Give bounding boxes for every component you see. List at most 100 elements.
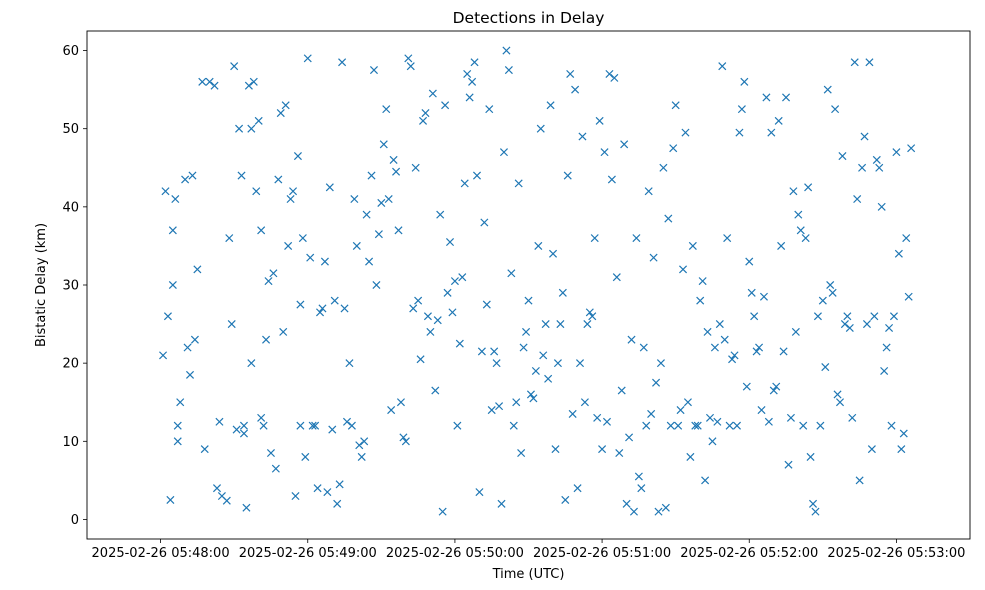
data-point xyxy=(173,437,182,446)
data-point xyxy=(701,476,710,485)
data-point xyxy=(831,105,840,114)
data-point xyxy=(860,132,869,141)
data-point xyxy=(593,413,602,422)
data-point xyxy=(786,413,795,422)
data-point xyxy=(222,496,231,505)
data-point xyxy=(705,413,715,422)
data-point xyxy=(365,257,374,266)
data-point xyxy=(519,343,528,352)
data-point xyxy=(183,343,192,352)
data-point xyxy=(644,187,653,196)
data-point xyxy=(239,429,249,438)
data-point xyxy=(755,343,764,352)
data-point xyxy=(580,398,589,407)
data-point xyxy=(769,386,778,395)
data-point xyxy=(639,343,648,352)
data-point xyxy=(777,241,786,250)
data-point xyxy=(502,46,511,55)
data-point xyxy=(853,195,862,204)
data-point xyxy=(171,195,180,204)
plot-frame xyxy=(86,30,971,540)
data-point xyxy=(274,175,283,184)
data-point xyxy=(880,366,889,375)
data-point xyxy=(885,323,894,333)
data-point xyxy=(345,359,354,368)
data-point xyxy=(598,445,607,454)
y-tick-label: 30 xyxy=(62,279,79,294)
data-point xyxy=(284,241,293,250)
data-point xyxy=(428,89,437,98)
data-point xyxy=(463,69,472,79)
y-tick-label: 10 xyxy=(62,435,79,450)
data-point xyxy=(524,296,533,305)
data-point xyxy=(723,234,732,243)
data-point xyxy=(838,152,847,161)
data-point xyxy=(612,273,621,282)
data-point xyxy=(585,308,594,317)
data-point xyxy=(904,292,913,301)
data-point xyxy=(617,386,626,395)
data-point xyxy=(539,351,548,360)
data-point xyxy=(742,382,751,391)
x-tick-label: 2025-02-26 05:52:00 xyxy=(680,546,818,561)
data-point xyxy=(445,237,455,247)
data-point xyxy=(242,503,251,512)
x-tick-label: 2025-02-26 05:50:00 xyxy=(386,546,524,561)
data-point xyxy=(782,93,791,102)
data-point xyxy=(757,406,766,415)
data-point xyxy=(325,183,334,192)
x-tick-label: 2025-02-26 05:51:00 xyxy=(533,546,671,561)
data-point xyxy=(835,398,845,407)
data-point xyxy=(168,226,177,235)
data-point xyxy=(575,359,585,368)
data-point xyxy=(382,105,391,114)
data-point xyxy=(212,484,222,493)
data-point xyxy=(848,413,857,422)
data-point xyxy=(774,116,783,125)
data-point xyxy=(237,171,246,180)
data-point xyxy=(347,421,356,430)
data-point xyxy=(254,116,263,125)
data-point xyxy=(607,175,616,184)
data-point xyxy=(333,499,342,508)
data-point xyxy=(517,449,526,458)
data-point xyxy=(235,124,244,133)
y-tick-label: 40 xyxy=(62,200,79,215)
data-point xyxy=(840,320,849,329)
data-point xyxy=(568,409,577,418)
data-point xyxy=(472,171,482,180)
data-point xyxy=(732,421,742,430)
data-point xyxy=(340,304,349,313)
data-point xyxy=(271,464,280,473)
data-point xyxy=(458,273,467,282)
data-point xyxy=(252,187,261,196)
plot-area xyxy=(87,31,970,539)
data-point xyxy=(892,148,901,157)
data-point xyxy=(495,402,504,411)
data-point xyxy=(512,398,521,407)
data-point xyxy=(843,312,852,321)
data-point xyxy=(291,491,300,501)
data-point xyxy=(600,148,609,157)
data-point xyxy=(293,152,302,161)
data-point xyxy=(210,81,219,90)
data-point xyxy=(855,476,864,485)
data-point xyxy=(813,312,822,321)
data-point xyxy=(720,335,729,344)
data-point xyxy=(455,339,464,348)
data-point xyxy=(870,312,879,321)
data-point xyxy=(862,320,872,329)
data-point xyxy=(279,327,288,336)
data-point xyxy=(875,163,884,172)
data-point xyxy=(176,398,185,407)
data-point xyxy=(185,370,195,379)
x-tick-label: 2025-02-26 05:53:00 xyxy=(827,546,965,561)
data-point xyxy=(198,77,207,86)
data-point xyxy=(230,62,239,71)
data-point xyxy=(615,449,624,458)
data-point xyxy=(453,421,462,430)
data-point xyxy=(303,54,312,63)
data-point xyxy=(257,413,266,422)
data-point xyxy=(752,347,761,356)
